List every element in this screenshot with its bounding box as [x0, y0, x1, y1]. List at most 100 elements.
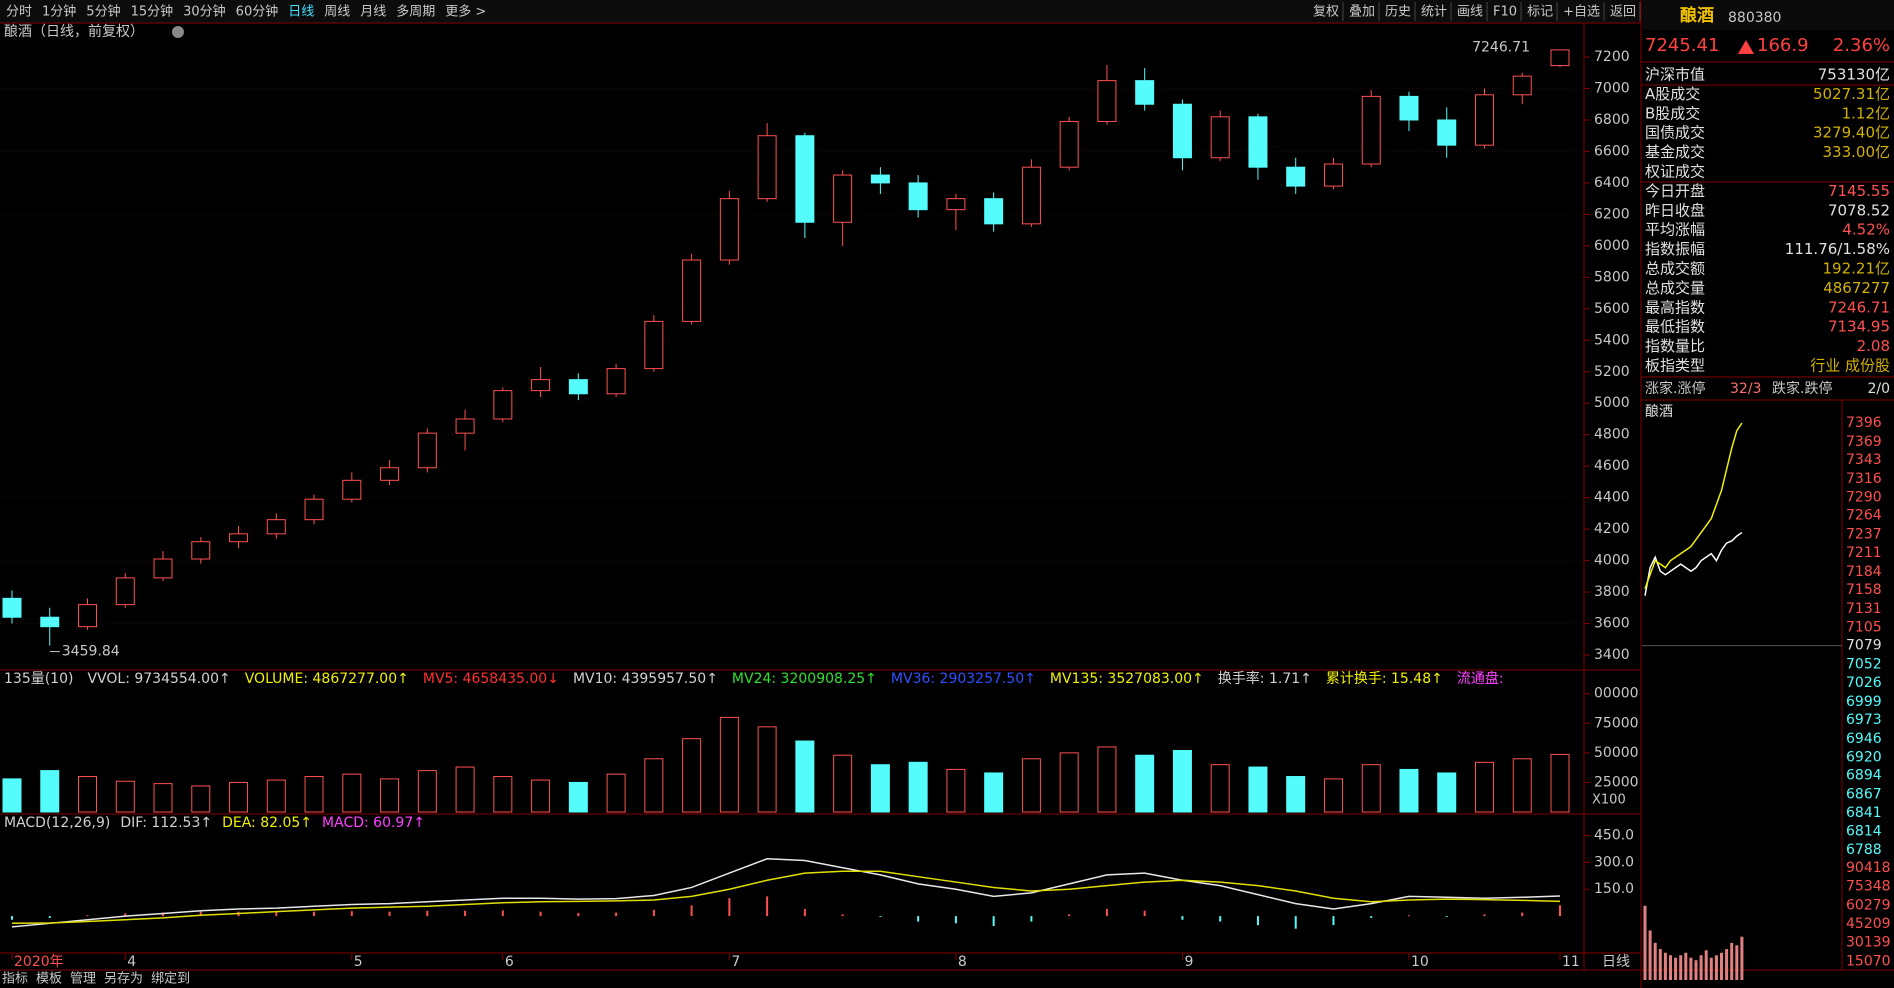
- candle-body: [417, 432, 437, 469]
- y-tick-label: 4800: [1594, 427, 1630, 443]
- bottom-tab[interactable]: 另存为: [104, 972, 143, 987]
- volume-bar: [2, 778, 22, 813]
- period-tab[interactable]: 5分钟: [86, 4, 120, 20]
- row-label: 指数振幅: [1645, 240, 1705, 258]
- candle-body: [493, 390, 513, 420]
- volume-bar: [719, 716, 739, 813]
- tool-button[interactable]: +自选: [1563, 5, 1600, 20]
- high-annotation: 7246.71: [1472, 40, 1530, 56]
- candle-body: [229, 533, 249, 543]
- period-tab[interactable]: 30分钟: [183, 4, 226, 20]
- row-value: 2.08: [1857, 337, 1890, 355]
- candle-body: [719, 198, 739, 261]
- y-tick-label: 6600: [1594, 143, 1630, 159]
- mini-y-label: 7264: [1846, 508, 1882, 524]
- volume-bar: [795, 740, 815, 813]
- mini-volume-bar: [1720, 952, 1723, 980]
- y-tick-label: 5200: [1594, 364, 1630, 380]
- volume-bar: [644, 758, 664, 813]
- volume-bar: [304, 776, 324, 813]
- candle-body: [191, 541, 211, 560]
- tool-button[interactable]: 复权: [1313, 4, 1339, 20]
- period-tab[interactable]: 多周期: [396, 4, 435, 20]
- indicator-value: MV24: 3200908.25↑: [732, 671, 877, 687]
- mini-vol-label: 45209: [1846, 916, 1891, 932]
- mini-y-label: 7316: [1846, 471, 1882, 487]
- volume-bar: [568, 781, 588, 813]
- row-label: 平均涨幅: [1645, 221, 1705, 239]
- bottom-tab[interactable]: 指标: [2, 972, 28, 987]
- bottom-tab[interactable]: 绑定到: [151, 972, 190, 987]
- indicator-value: 累计换手: 15.48↑: [1326, 670, 1443, 687]
- bottom-tab[interactable]: 模板: [36, 972, 62, 987]
- period-tab[interactable]: 60分钟: [236, 4, 279, 20]
- x-tick-label: 8: [958, 954, 967, 970]
- tool-button[interactable]: 叠加: [1349, 5, 1375, 20]
- bottom-tab[interactable]: 管理: [70, 972, 96, 987]
- tool-button[interactable]: 画线: [1457, 5, 1483, 20]
- tool-button[interactable]: 统计: [1421, 5, 1447, 20]
- x-tick-label: 9: [1184, 954, 1193, 970]
- row-value: 192.21亿: [1823, 260, 1891, 278]
- mini-volume-bar: [1643, 905, 1647, 980]
- period-tab[interactable]: 月线: [360, 5, 386, 20]
- mini-volume-bar: [1684, 952, 1688, 980]
- period-tab[interactable]: 15分钟: [131, 4, 174, 20]
- volume-bar: [682, 738, 702, 813]
- mini-y-label: 6894: [1846, 768, 1882, 784]
- period-tab[interactable]: 日线: [288, 5, 314, 20]
- y-tick-label: 6000: [1594, 238, 1630, 254]
- mini-volume-bar: [1730, 942, 1734, 980]
- candle-body: [304, 498, 324, 521]
- dif-line: [11, 858, 1561, 928]
- tool-button[interactable]: 标记: [1527, 5, 1553, 20]
- mini-y-label: 7343: [1846, 452, 1882, 468]
- candle-body: [682, 259, 702, 322]
- y-tick-label: 6800: [1594, 112, 1630, 128]
- candle-body: [1474, 94, 1494, 146]
- volume-bar: [1286, 776, 1306, 813]
- row-label: A股成交: [1645, 85, 1700, 103]
- mini-y-label: 7369: [1846, 434, 1882, 450]
- row-label: 权证成交: [1645, 163, 1705, 181]
- period-tab[interactable]: 周线: [324, 5, 350, 20]
- x-tick-label: 7: [731, 954, 740, 970]
- indicator-value: VVOL: 9734554.00↑: [87, 671, 230, 687]
- chart-title: 酿酒（日线，前复权）: [4, 23, 144, 40]
- tool-button[interactable]: F10: [1493, 5, 1517, 20]
- volume-bar: [417, 770, 437, 813]
- indicator-value: MACD: 60.97↑: [322, 815, 425, 831]
- period-tab[interactable]: 1分钟: [42, 4, 76, 20]
- row-label: 总成交额: [1645, 260, 1705, 278]
- volume-bar: [1512, 758, 1532, 813]
- volume-bar: [1021, 758, 1041, 813]
- row-label: 指数量比: [1645, 337, 1705, 355]
- volume-bar: [1474, 761, 1494, 813]
- tool-button[interactable]: 历史: [1385, 5, 1411, 20]
- row-value: 7246.71: [1828, 298, 1890, 316]
- tool-button[interactable]: 返回: [1610, 5, 1636, 20]
- settings-icon[interactable]: [172, 26, 184, 38]
- breadth-down-label: 跌家.跌停: [1772, 380, 1832, 397]
- candle-body: [1021, 166, 1041, 225]
- volume-bar: [1135, 754, 1155, 813]
- y-tick-label: 7200: [1594, 49, 1630, 65]
- index-code: 880380: [1728, 10, 1781, 26]
- mini-y-label: 7026: [1846, 675, 1882, 691]
- candle-body: [1399, 95, 1419, 121]
- y-tick-label: 4600: [1594, 458, 1630, 474]
- row-label: B股成交: [1645, 104, 1700, 122]
- candle-body: [984, 198, 1004, 225]
- candle-body: [1248, 116, 1268, 168]
- mini-y-label: 7237: [1846, 527, 1882, 543]
- candle-body: [2, 597, 22, 618]
- period-tab[interactable]: 分时: [6, 5, 32, 20]
- mini-y-label: 7105: [1846, 619, 1882, 635]
- mini-volume-bar: [1709, 957, 1713, 980]
- period-tab[interactable]: 更多 >: [445, 4, 486, 20]
- candle-body: [380, 467, 400, 481]
- volume-bar: [191, 785, 211, 813]
- volume-bar: [266, 779, 286, 813]
- row-value: 7145.55: [1828, 182, 1890, 200]
- row-label: 板指类型: [1645, 357, 1705, 375]
